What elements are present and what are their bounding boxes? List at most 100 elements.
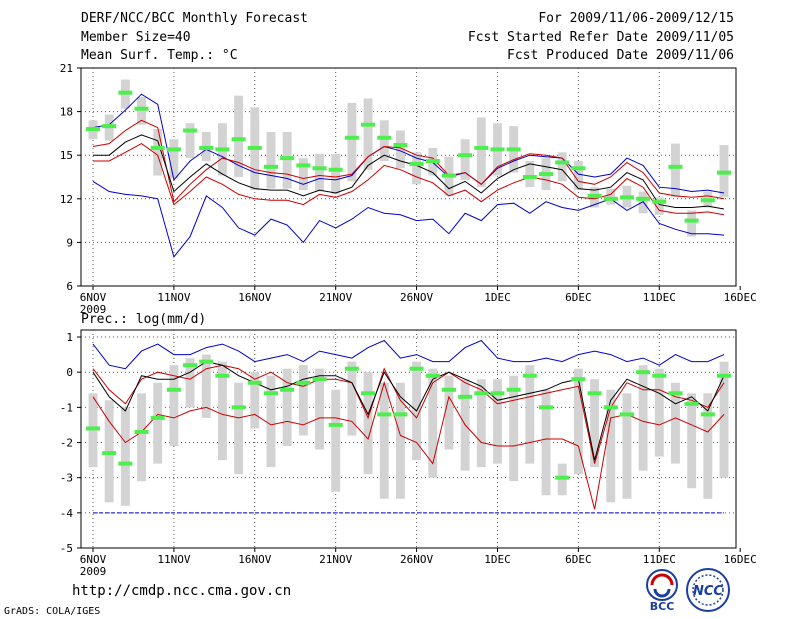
- member-spread-box: [234, 382, 244, 475]
- member-spread-box: [573, 161, 583, 191]
- y-tick-label: 9: [66, 236, 73, 249]
- median-mark: [118, 461, 133, 466]
- forecast-period: For 2009/11/06-2009/12/15: [538, 11, 734, 26]
- median-mark: [603, 405, 618, 410]
- member-spread-box: [363, 98, 373, 170]
- ensemble-max-line: [92, 93, 725, 194]
- member-spread-box: [638, 365, 648, 471]
- x-tick-label: 1DEC: [484, 553, 511, 566]
- member-spread-box: [331, 153, 341, 195]
- median-mark: [296, 380, 311, 385]
- plot-frame: [80, 329, 737, 549]
- x-year-label: 2009: [80, 303, 107, 316]
- x-tick-label: 21NOV: [319, 291, 352, 304]
- median-mark: [150, 415, 165, 420]
- member-spread-box: [153, 129, 163, 176]
- bcc-logo: BCC: [646, 569, 678, 612]
- median-mark: [490, 391, 505, 396]
- member-spread-box: [606, 188, 616, 205]
- member-spread-box: [444, 375, 454, 450]
- member-spread-box: [590, 379, 600, 468]
- median-mark: [409, 161, 424, 166]
- member-spread-box: [428, 368, 438, 478]
- median-mark: [102, 451, 117, 456]
- y-tick-label: 0: [66, 366, 73, 379]
- chart-title: DERF/NCC/BCC Monthly Forecast: [81, 11, 308, 26]
- median-mark: [506, 387, 521, 392]
- member-spread-box: [671, 382, 680, 464]
- member-spread-box: [395, 382, 405, 499]
- member-spread-box: [541, 389, 551, 496]
- member-spread-box: [509, 375, 519, 482]
- median-mark: [441, 173, 456, 178]
- median-mark: [312, 166, 327, 171]
- x-tick-label: 6DEC: [565, 291, 592, 304]
- median-mark: [166, 387, 181, 392]
- y-tick-label: 18: [60, 106, 73, 119]
- member-spread-box: [266, 131, 276, 189]
- member-spread-box: [719, 361, 729, 478]
- median-mark: [393, 143, 408, 148]
- member-spread-box: [476, 379, 486, 468]
- member-size: Member Size=40: [81, 30, 191, 45]
- member-spread-box: [671, 143, 680, 198]
- median-mark: [393, 412, 408, 417]
- member-spread-box: [282, 368, 292, 447]
- member-spread-box: [120, 407, 130, 506]
- plot-frame: [80, 67, 737, 287]
- ensemble-min-line: [92, 180, 725, 258]
- x-tick-label: 11NOV: [157, 291, 190, 304]
- median-mark: [555, 475, 570, 480]
- median-mark: [571, 377, 586, 382]
- median-mark: [474, 391, 489, 396]
- member-spread-box: [654, 197, 664, 215]
- ncc-logo-text: NCC: [693, 584, 723, 599]
- median-mark: [134, 106, 149, 111]
- median-mark: [717, 373, 731, 378]
- x-tick-label: 11DEC: [643, 553, 676, 566]
- ensemble-mean-line: [92, 361, 725, 461]
- mean-minus-std-line: [93, 143, 725, 216]
- median-mark: [296, 163, 311, 168]
- median-mark: [86, 426, 100, 431]
- member-spread-box: [298, 365, 308, 436]
- y-tick-label: 15: [60, 149, 73, 162]
- x-tick-label: 16NOV: [238, 291, 271, 304]
- source-url[interactable]: http://cmdp.ncc.cma.gov.cn: [72, 583, 292, 599]
- precip-title: Prec.: log(mm/d): [81, 312, 206, 327]
- median-mark: [668, 164, 683, 169]
- median-mark: [458, 394, 473, 399]
- median-mark: [684, 401, 699, 406]
- median-mark: [102, 124, 117, 129]
- mean-plus-std-line: [92, 119, 725, 203]
- x-tick-label: 21NOV: [319, 553, 352, 566]
- median-mark: [199, 145, 214, 150]
- member-spread-box: [169, 365, 179, 447]
- mean-plus-std-line: [92, 364, 725, 464]
- member-spread-box: [169, 139, 179, 179]
- member-spread-box: [217, 361, 227, 461]
- x-year-label: 2009: [80, 565, 107, 578]
- member-spread-box: [201, 354, 211, 418]
- median-mark: [603, 196, 618, 201]
- median-mark: [490, 147, 505, 152]
- median-mark: [150, 145, 165, 150]
- median-mark: [684, 218, 699, 223]
- member-spread-box: [687, 393, 697, 489]
- median-mark: [700, 198, 715, 203]
- member-spread-box: [379, 120, 389, 162]
- member-spread-box: [412, 152, 422, 185]
- median-mark: [652, 199, 667, 204]
- member-spread-box: [654, 368, 664, 457]
- median-mark: [231, 137, 246, 142]
- member-spread-box: [185, 123, 195, 159]
- median-mark: [134, 429, 149, 434]
- grads-credit: GrADS: COLA/IGES: [4, 606, 101, 617]
- median-mark: [312, 377, 327, 382]
- member-spread-box: [525, 161, 535, 188]
- median-mark: [280, 387, 295, 392]
- member-spread-box: [315, 153, 324, 192]
- member-spread-box: [347, 102, 357, 182]
